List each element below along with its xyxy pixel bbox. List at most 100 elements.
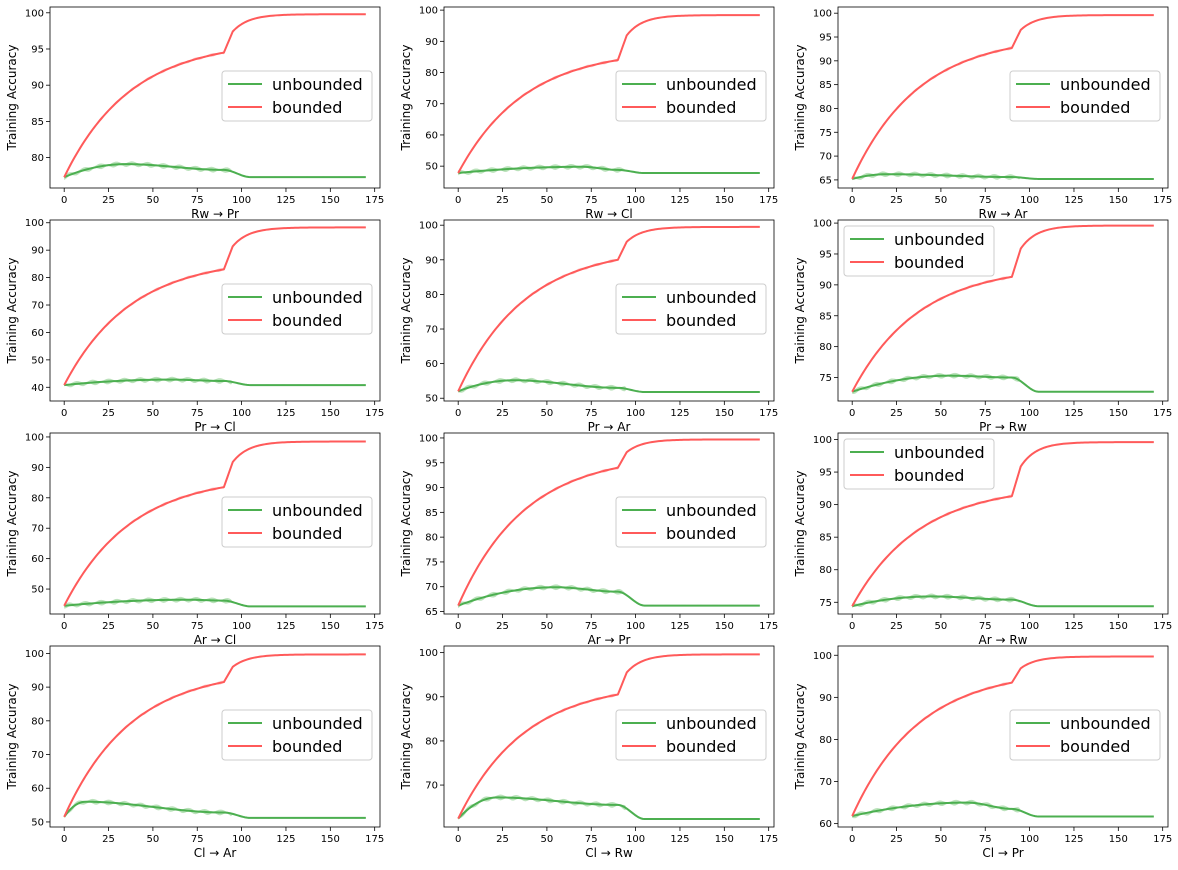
- x-tick-label: 150: [715, 408, 734, 419]
- y-axis-title: Training Accuracy: [793, 471, 807, 578]
- y-tick-label: 100: [813, 435, 832, 446]
- unbounded-line: [457, 379, 760, 393]
- legend-label-unbounded: unbounded: [272, 501, 363, 520]
- bounded-line: [457, 653, 760, 820]
- unbounded-line: [851, 801, 1154, 818]
- y-tick-label: 90: [31, 463, 44, 474]
- axes-frame: [443, 645, 775, 828]
- axes-frame: [837, 219, 1169, 402]
- y-tick-label: 100: [419, 6, 438, 17]
- bounded-line: [63, 226, 366, 386]
- x-tick-label: 100: [626, 195, 645, 206]
- bounded-line: [851, 655, 1154, 817]
- legend-label-unbounded: unbounded: [666, 501, 757, 520]
- legend-label-unbounded: unbounded: [666, 75, 757, 94]
- y-tick-label: 60: [425, 359, 438, 370]
- x-tick-label: 0: [455, 621, 461, 632]
- x-tick-label: 100: [232, 834, 251, 845]
- x-tick-label: 25: [890, 408, 903, 419]
- legend: unbounded bounded: [221, 283, 373, 335]
- x-tick-label: 50: [935, 195, 948, 206]
- y-tick-label: 85: [31, 117, 44, 128]
- unbounded-band: [64, 798, 366, 819]
- unbounded-line: [457, 796, 760, 821]
- x-tick-label: 25: [102, 195, 115, 206]
- legend-label-bounded: bounded: [272, 311, 342, 330]
- x-tick-label: 75: [191, 195, 204, 206]
- axes-frame: [49, 645, 381, 828]
- x-tick-label: 175: [365, 621, 384, 632]
- bounded-line: [851, 14, 1154, 180]
- x-tick-label: 150: [321, 408, 340, 419]
- x-tick-label: 0: [849, 621, 855, 632]
- x-tick-label: 100: [626, 408, 645, 419]
- x-tick-label: 75: [191, 621, 204, 632]
- legend-label-bounded: bounded: [666, 311, 736, 330]
- bounded-line: [63, 653, 366, 818]
- y-tick-label: 85: [819, 533, 832, 544]
- y-tick-label: 100: [25, 8, 44, 19]
- x-tick-label: 175: [759, 621, 778, 632]
- axes-frame: [443, 432, 775, 615]
- legend-label-bounded: bounded: [894, 253, 964, 272]
- x-tick-label: 150: [321, 834, 340, 845]
- x-tick-label: 125: [670, 408, 689, 419]
- x-tick-label: 175: [365, 408, 384, 419]
- x-tick-label: 125: [1064, 408, 1083, 419]
- legend: unbounded bounded: [843, 438, 995, 490]
- legend-label-bounded: bounded: [666, 98, 736, 117]
- x-tick-label: 25: [102, 834, 115, 845]
- y-tick-label: 100: [419, 221, 438, 232]
- y-tick-label: 90: [425, 255, 438, 266]
- unbounded-line: [64, 378, 366, 387]
- x-tick-label: 25: [890, 195, 903, 206]
- x-axis-title: Cl → Pr: [982, 846, 1023, 860]
- x-tick-label: 100: [1020, 834, 1039, 845]
- legend: unbounded bounded: [221, 70, 373, 122]
- x-tick-label: 25: [102, 408, 115, 419]
- y-tick-label: 80: [819, 342, 832, 353]
- bounded-line: [851, 441, 1154, 607]
- legend-label-bounded: bounded: [272, 98, 342, 117]
- x-tick-label: 50: [541, 195, 554, 206]
- x-axis-title: Pr → Rw: [979, 420, 1027, 434]
- unbounded-line: [64, 598, 366, 608]
- x-tick-label: 175: [759, 195, 778, 206]
- y-axis-title: Training Accuracy: [399, 471, 413, 578]
- x-tick-label: 175: [1153, 408, 1172, 419]
- axes-frame: [837, 645, 1169, 828]
- x-tick-label: 125: [670, 834, 689, 845]
- unbounded-line: [851, 173, 1154, 180]
- y-tick-label: 80: [819, 735, 832, 746]
- legend-label-unbounded: unbounded: [666, 288, 757, 307]
- unbounded-band: [852, 372, 1154, 394]
- x-tick-label: 0: [61, 408, 67, 419]
- y-tick-label: 95: [425, 458, 438, 469]
- x-tick-label: 25: [496, 195, 509, 206]
- y-tick-label: 70: [31, 301, 44, 312]
- x-tick-label: 0: [455, 834, 461, 845]
- legend-label-bounded: bounded: [666, 737, 736, 756]
- x-tick-label: 75: [979, 195, 992, 206]
- x-tick-label: 75: [585, 834, 598, 845]
- y-tick-label: 70: [425, 325, 438, 336]
- x-tick-label: 175: [1153, 195, 1172, 206]
- axes-frame: [49, 432, 381, 615]
- x-tick-label: 125: [276, 195, 295, 206]
- x-tick-label: 150: [321, 621, 340, 632]
- y-axis-title: Training Accuracy: [793, 684, 807, 791]
- bounded-line: [63, 13, 366, 178]
- y-tick-label: 90: [31, 81, 44, 92]
- legend: unbounded bounded: [221, 709, 373, 761]
- legend-label-bounded: bounded: [272, 524, 342, 543]
- x-tick-label: 0: [849, 408, 855, 419]
- bounded-line: [457, 225, 760, 392]
- y-tick-label: 100: [419, 433, 438, 444]
- y-axis-title: Training Accuracy: [5, 45, 19, 152]
- y-tick-label: 70: [425, 781, 438, 792]
